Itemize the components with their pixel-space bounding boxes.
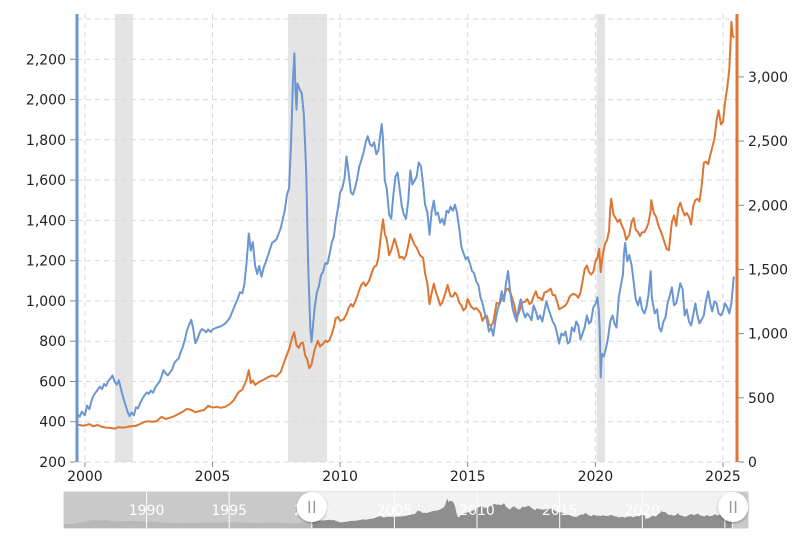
x-axis-label: 2020 bbox=[578, 469, 614, 485]
navigator-mask-left bbox=[64, 492, 312, 528]
recession-band bbox=[596, 14, 605, 462]
y-axis-left-label: 1,000 bbox=[26, 294, 66, 310]
orange-series-line bbox=[76, 20, 735, 430]
y-axis-left-label: 600 bbox=[39, 375, 66, 391]
navigator-year-label: 2010 bbox=[459, 503, 495, 519]
right-axis-spine bbox=[735, 14, 739, 462]
axis-ticks bbox=[70, 58, 744, 467]
y-axis-right-label: 3,000 bbox=[748, 70, 788, 86]
navigator-year-label: 2015 bbox=[542, 503, 578, 519]
y-axis-right-label: 1,000 bbox=[748, 327, 788, 343]
y-axis-right-label: 2,500 bbox=[748, 134, 788, 150]
y-axis-right-label: 0 bbox=[748, 455, 757, 471]
recession-band bbox=[115, 14, 133, 462]
x-axis-label: 2000 bbox=[67, 469, 103, 485]
y-axis-right-label: 500 bbox=[748, 391, 775, 407]
navigator-right-handle[interactable] bbox=[718, 492, 749, 522]
navigator-year-label: 1990 bbox=[129, 503, 165, 519]
navigator-year-label: 2005 bbox=[377, 503, 413, 519]
y-axis-right-label: 2,000 bbox=[748, 198, 788, 214]
navigator-left-handle[interactable] bbox=[296, 492, 327, 522]
axis-labels: 200 400 600 800 1,000 1,200 1,400 1,600 1,800 2,0… bbox=[26, 52, 788, 485]
blue-series-line bbox=[76, 52, 735, 418]
recession-bands bbox=[115, 14, 605, 462]
x-axis-label: 2015 bbox=[450, 469, 486, 485]
navigator-area-silhouette bbox=[64, 498, 732, 528]
gridlines bbox=[77, 14, 737, 463]
x-axis-label: 2025 bbox=[705, 469, 741, 485]
x-axis-label: 2005 bbox=[195, 469, 231, 485]
navigator-year-label: 2020 bbox=[624, 503, 660, 519]
range-navigator[interactable]: 1990199520002005201020152020 bbox=[63, 491, 749, 529]
y-axis-left-label: 200 bbox=[39, 455, 66, 471]
y-axis-left-label: 800 bbox=[39, 334, 66, 350]
y-axis-left-label: 1,800 bbox=[26, 133, 66, 149]
y-axis-right-label: 1,500 bbox=[748, 262, 788, 278]
y-axis-left-label: 1,600 bbox=[26, 173, 66, 189]
y-axis-left-label: 400 bbox=[39, 415, 66, 431]
left-axis-spine bbox=[75, 14, 79, 462]
y-axis-left-label: 2,200 bbox=[26, 52, 66, 68]
navigator-year-label: 1995 bbox=[211, 503, 247, 519]
y-axis-left-label: 2,000 bbox=[26, 93, 66, 109]
y-axis-left-label: 1,200 bbox=[26, 254, 66, 270]
y-axis-left-label: 1,400 bbox=[26, 213, 66, 229]
x-axis-label: 2010 bbox=[322, 469, 358, 485]
